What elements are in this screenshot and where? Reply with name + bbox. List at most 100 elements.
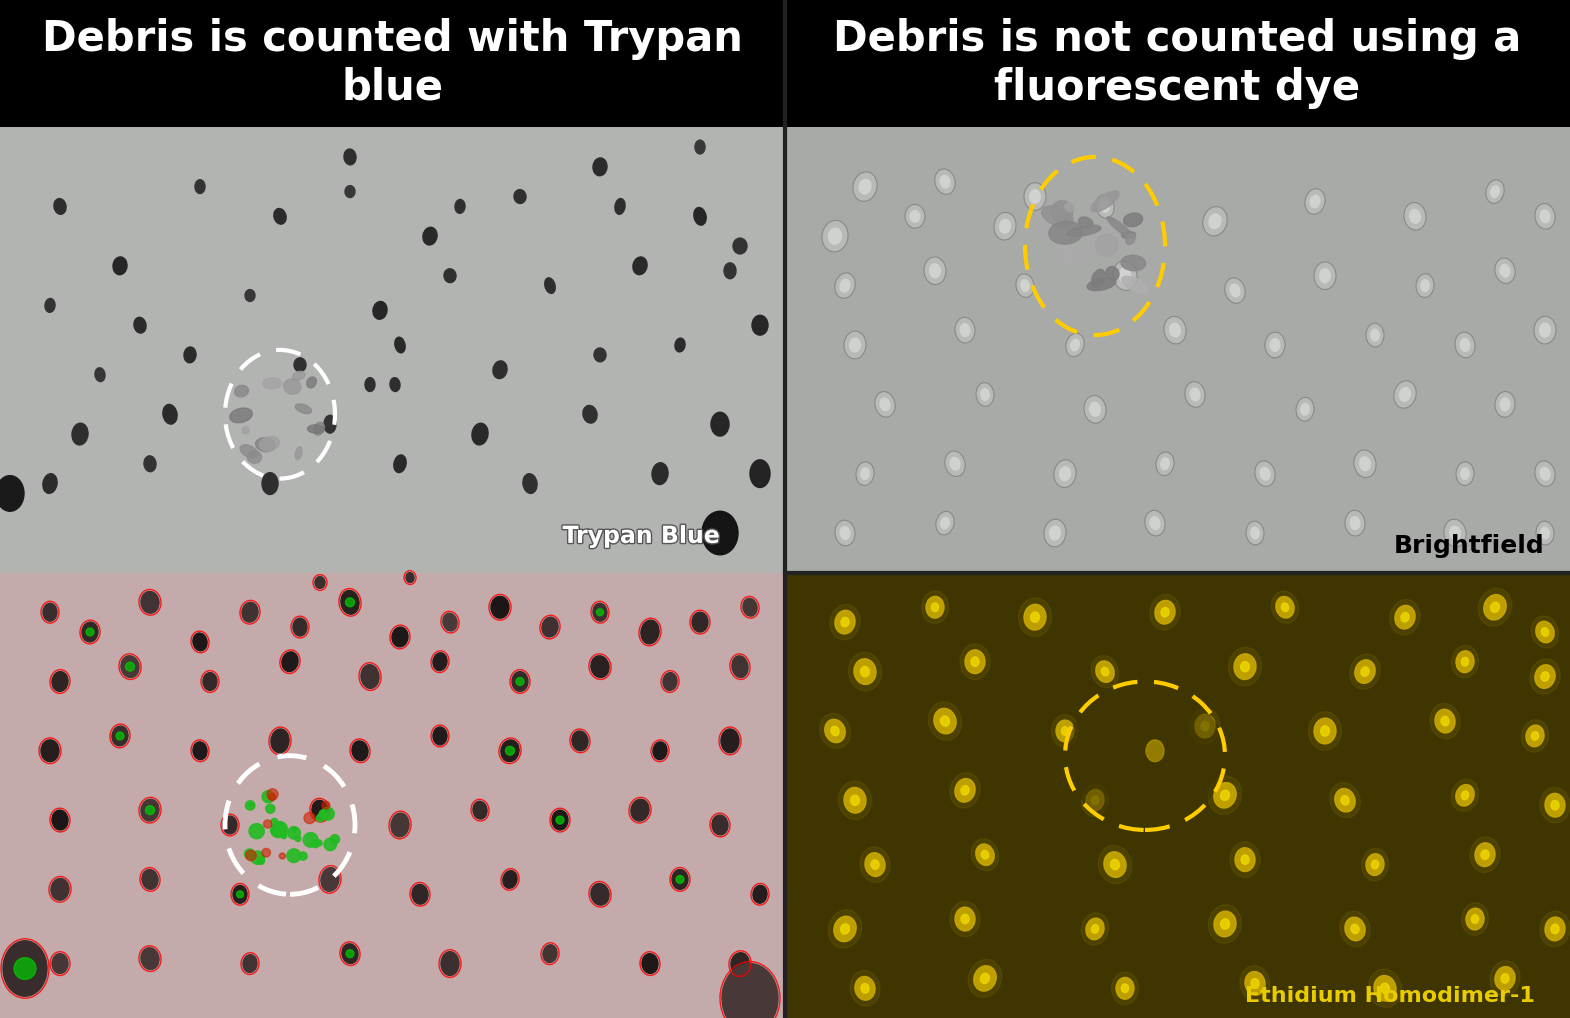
Ellipse shape (1451, 645, 1479, 678)
Circle shape (272, 818, 278, 826)
Ellipse shape (925, 257, 947, 285)
Ellipse shape (904, 205, 925, 228)
Ellipse shape (999, 219, 1011, 234)
Ellipse shape (411, 885, 429, 904)
Ellipse shape (724, 263, 736, 279)
Ellipse shape (1334, 789, 1355, 812)
Circle shape (14, 958, 36, 979)
Ellipse shape (823, 220, 848, 251)
Ellipse shape (732, 953, 749, 974)
Ellipse shape (1236, 848, 1254, 871)
Ellipse shape (473, 423, 488, 445)
Ellipse shape (642, 954, 658, 973)
Ellipse shape (845, 331, 867, 358)
Ellipse shape (1240, 855, 1250, 864)
Ellipse shape (856, 976, 874, 1000)
Circle shape (311, 840, 319, 848)
Ellipse shape (827, 227, 842, 244)
Ellipse shape (1270, 338, 1281, 352)
Ellipse shape (1107, 217, 1134, 239)
Ellipse shape (1490, 603, 1499, 613)
Ellipse shape (195, 180, 206, 193)
Ellipse shape (733, 238, 747, 253)
Ellipse shape (455, 200, 465, 214)
Circle shape (322, 807, 334, 821)
Ellipse shape (1066, 682, 1225, 829)
Ellipse shape (523, 473, 537, 494)
Ellipse shape (981, 973, 989, 983)
Ellipse shape (341, 590, 360, 614)
Ellipse shape (1201, 722, 1209, 731)
Ellipse shape (1079, 217, 1093, 228)
Ellipse shape (1170, 323, 1181, 338)
Ellipse shape (443, 613, 457, 631)
Ellipse shape (1250, 526, 1261, 540)
Circle shape (237, 891, 243, 898)
Ellipse shape (1462, 903, 1488, 936)
Ellipse shape (1086, 278, 1116, 290)
Ellipse shape (1355, 660, 1375, 683)
Ellipse shape (845, 787, 867, 813)
Ellipse shape (1041, 206, 1074, 227)
Ellipse shape (633, 257, 647, 275)
Ellipse shape (1460, 467, 1470, 480)
Ellipse shape (323, 415, 336, 433)
Ellipse shape (493, 360, 507, 379)
Ellipse shape (501, 740, 520, 761)
Ellipse shape (1399, 387, 1411, 402)
Ellipse shape (1526, 725, 1543, 747)
Ellipse shape (1272, 591, 1298, 623)
Ellipse shape (909, 210, 920, 223)
Ellipse shape (342, 944, 358, 963)
Circle shape (245, 849, 254, 859)
Ellipse shape (1091, 924, 1099, 934)
Ellipse shape (1540, 911, 1570, 947)
Ellipse shape (1551, 800, 1559, 810)
Circle shape (86, 628, 94, 636)
Ellipse shape (1449, 525, 1462, 541)
Ellipse shape (444, 269, 455, 283)
Circle shape (556, 816, 564, 824)
Ellipse shape (294, 358, 306, 372)
Ellipse shape (364, 378, 375, 392)
Ellipse shape (922, 590, 948, 624)
Circle shape (267, 789, 278, 800)
Ellipse shape (1330, 783, 1360, 817)
Ellipse shape (1163, 317, 1185, 344)
Ellipse shape (352, 741, 367, 760)
Ellipse shape (545, 278, 556, 293)
Ellipse shape (422, 227, 436, 245)
Ellipse shape (1400, 613, 1408, 622)
Ellipse shape (1061, 727, 1069, 735)
Ellipse shape (320, 867, 339, 892)
Ellipse shape (972, 839, 999, 870)
Ellipse shape (1540, 526, 1550, 540)
Circle shape (305, 812, 316, 824)
Ellipse shape (1540, 210, 1551, 223)
Ellipse shape (940, 517, 950, 529)
Ellipse shape (1240, 966, 1270, 1001)
Ellipse shape (144, 456, 155, 471)
Ellipse shape (242, 427, 250, 434)
Ellipse shape (1535, 521, 1554, 545)
Ellipse shape (1247, 521, 1264, 545)
Ellipse shape (1099, 845, 1132, 884)
Ellipse shape (926, 597, 944, 618)
Ellipse shape (950, 773, 980, 808)
Ellipse shape (961, 914, 969, 923)
Ellipse shape (860, 467, 870, 480)
Ellipse shape (308, 425, 325, 434)
Ellipse shape (732, 656, 747, 678)
Ellipse shape (1057, 720, 1074, 742)
Ellipse shape (1441, 717, 1449, 726)
Circle shape (126, 662, 135, 671)
Ellipse shape (1052, 201, 1072, 222)
Circle shape (262, 791, 275, 803)
Ellipse shape (1371, 860, 1378, 869)
Ellipse shape (243, 955, 257, 972)
Ellipse shape (1455, 332, 1476, 357)
Ellipse shape (273, 209, 286, 224)
Ellipse shape (433, 727, 447, 745)
Ellipse shape (1350, 654, 1380, 689)
Ellipse shape (1416, 274, 1433, 297)
